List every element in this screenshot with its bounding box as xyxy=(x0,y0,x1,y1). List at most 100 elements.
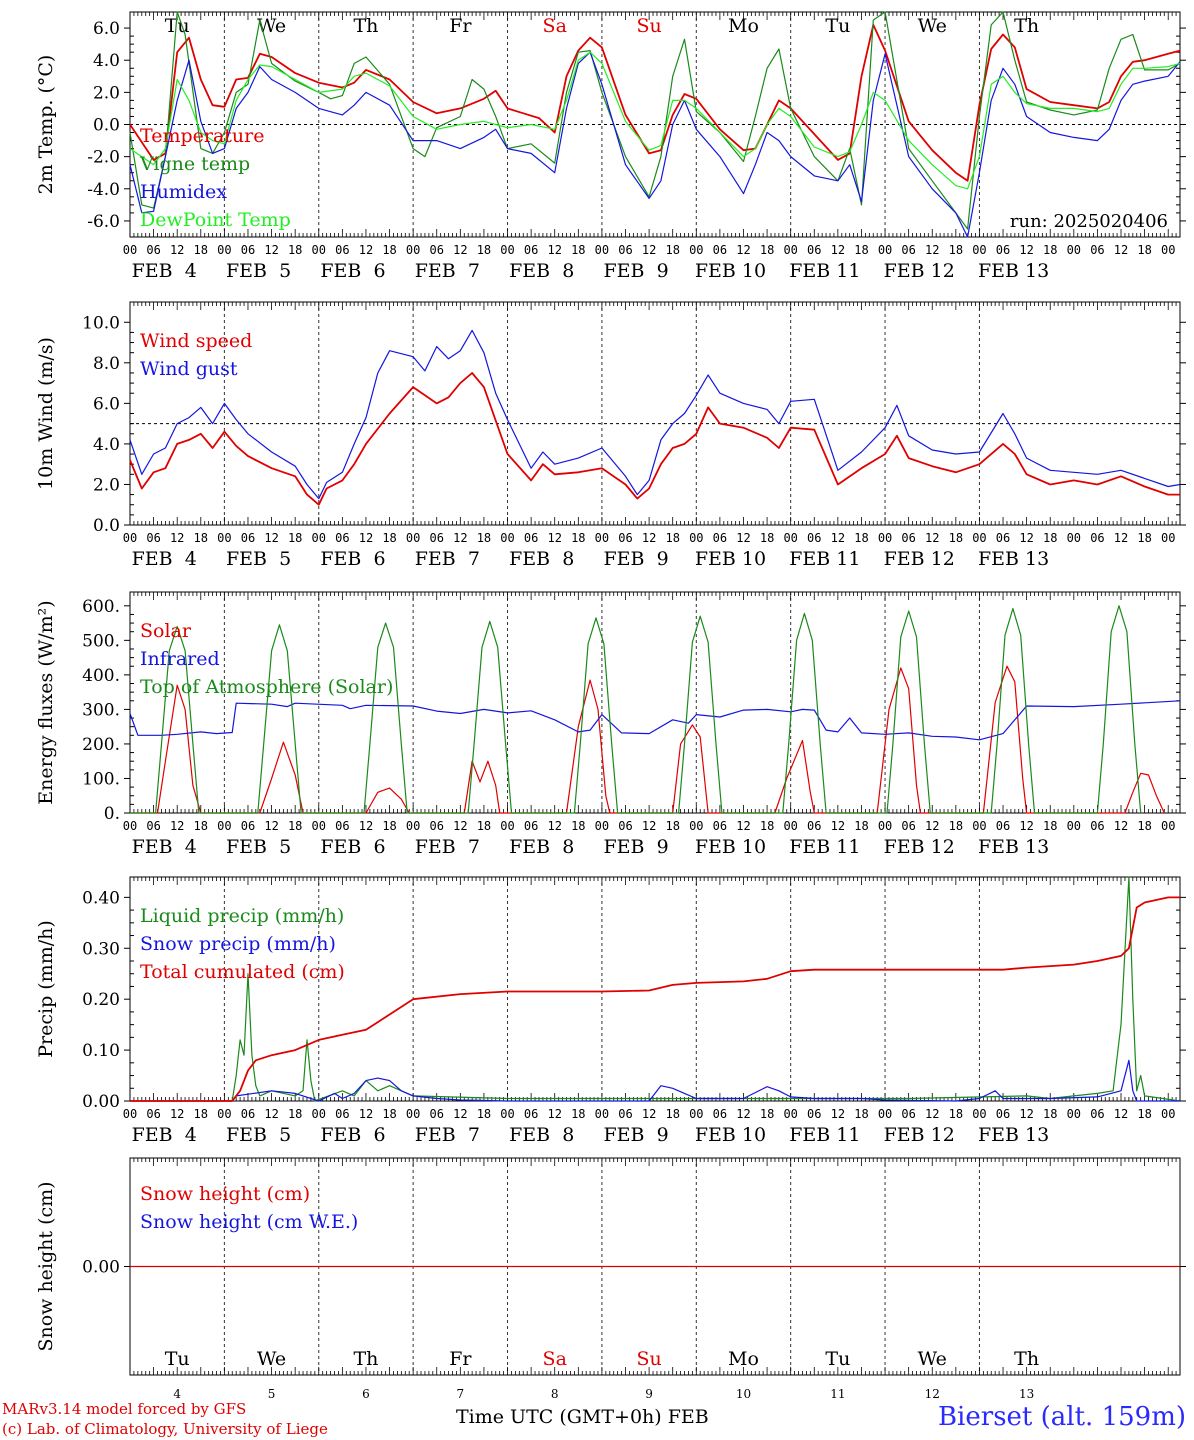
y-tick-label: 8.0 xyxy=(93,354,120,374)
y-tick-label: 6.0 xyxy=(93,394,120,414)
series-line-top-of-atmosphere-solar- xyxy=(130,605,1142,814)
hour-tick-label: 06 xyxy=(901,531,915,545)
date-label: FEB 12 xyxy=(884,260,955,282)
y-axis-label: Snow height (cm) xyxy=(35,1181,57,1351)
y-tick-label: 0.00 xyxy=(82,1092,120,1112)
hour-tick-label: 12 xyxy=(831,243,845,257)
hour-tick-label: 18 xyxy=(854,819,868,833)
hour-tick-label: 00 xyxy=(1067,819,1081,833)
date-label: FEB 8 xyxy=(509,836,574,858)
model-credit: MARv3.14 model forced by GFS xyxy=(2,1400,247,1418)
legend-entry: Solar xyxy=(140,620,192,642)
hour-tick-label: 12 xyxy=(831,531,845,545)
hour-tick-label: 00 xyxy=(783,1107,797,1121)
date-label: FEB 10 xyxy=(695,260,766,282)
series-line-wind-gust xyxy=(129,329,1181,500)
hour-tick-label: 18 xyxy=(854,531,868,545)
hour-tick-label: 18 xyxy=(477,243,491,257)
date-label: FEB 8 xyxy=(509,260,574,282)
date-label: FEB 9 xyxy=(604,836,669,858)
day-of-week-label: Mo xyxy=(728,15,759,37)
y-tick-label: 100. xyxy=(82,769,120,789)
hour-tick-label: 00 xyxy=(972,819,986,833)
hour-tick-label: 00 xyxy=(500,531,514,545)
hour-tick-label: 12 xyxy=(831,1107,845,1121)
hour-tick-label: 12 xyxy=(831,819,845,833)
date-label: FEB 7 xyxy=(415,548,480,570)
hour-tick-label: 18 xyxy=(571,819,585,833)
day-number-label: 11 xyxy=(830,1387,845,1401)
hour-tick-label: 12 xyxy=(1019,1107,1033,1121)
legend-entry: Humidex xyxy=(140,181,227,203)
hour-tick-label: 06 xyxy=(241,531,255,545)
date-label: FEB 9 xyxy=(604,548,669,570)
hour-tick-label: 18 xyxy=(949,243,963,257)
hour-tick-label: 12 xyxy=(359,243,373,257)
hour-tick-label: 00 xyxy=(972,531,986,545)
hour-tick-label: 00 xyxy=(406,243,420,257)
hour-tick-label: 18 xyxy=(194,531,208,545)
date-label: FEB 7 xyxy=(415,260,480,282)
hour-tick-label: 06 xyxy=(1090,1107,1104,1121)
hour-tick-label: 18 xyxy=(949,1107,963,1121)
hour-tick-label: 06 xyxy=(807,243,821,257)
date-label: FEB 5 xyxy=(226,836,291,858)
y-tick-label: 0.10 xyxy=(82,1041,120,1061)
series-line-vigne-temp xyxy=(129,11,1181,230)
hour-tick-label: 12 xyxy=(925,819,939,833)
y-tick-label: 4.0 xyxy=(93,435,120,455)
day-of-week-label: Tu xyxy=(165,1348,190,1370)
hour-tick-label: 00 xyxy=(878,1107,892,1121)
hour-tick-label: 00 xyxy=(406,819,420,833)
hour-tick-label: 00 xyxy=(1161,243,1175,257)
y-axis-label: 10m Wind (m/s) xyxy=(35,337,57,490)
hour-tick-label: 00 xyxy=(123,1107,137,1121)
hour-tick-label: 12 xyxy=(736,243,750,257)
date-label: FEB 8 xyxy=(509,548,574,570)
hour-tick-label: 12 xyxy=(359,531,373,545)
hour-tick-label: 00 xyxy=(500,819,514,833)
day-of-week-label: Th xyxy=(353,15,378,37)
hour-tick-label: 06 xyxy=(430,1107,444,1121)
hour-tick-label: 12 xyxy=(642,243,656,257)
date-label: FEB 12 xyxy=(884,836,955,858)
hour-tick-label: 00 xyxy=(217,243,231,257)
hour-tick-label: 06 xyxy=(524,531,538,545)
hour-tick-label: 12 xyxy=(170,531,184,545)
hour-tick-label: 00 xyxy=(312,819,326,833)
hour-tick-label: 00 xyxy=(783,819,797,833)
y-axis-label: 2m Temp. (°C) xyxy=(35,55,57,195)
hour-tick-label: 00 xyxy=(217,531,231,545)
series-line-total-cumulated-cm- xyxy=(130,896,1180,1102)
hour-tick-label: 06 xyxy=(996,1107,1010,1121)
hour-tick-label: 18 xyxy=(382,531,396,545)
hour-tick-label: 06 xyxy=(241,1107,255,1121)
hour-tick-label: 06 xyxy=(618,243,632,257)
date-label: FEB 9 xyxy=(604,260,669,282)
x-axis-title: Time UTC (GMT+0h) FEB xyxy=(456,1406,709,1428)
hour-tick-label: 00 xyxy=(123,243,137,257)
hour-tick-label: 12 xyxy=(736,531,750,545)
y-tick-label: 0.40 xyxy=(82,888,120,908)
date-label: FEB 8 xyxy=(509,1124,574,1146)
series-line-dewpoint-temp xyxy=(129,51,1181,190)
y-tick-label: -6.0 xyxy=(87,212,120,232)
hour-tick-label: 18 xyxy=(665,819,679,833)
day-of-week-label: Su xyxy=(636,15,661,37)
hour-tick-label: 18 xyxy=(194,819,208,833)
hour-tick-label: 00 xyxy=(500,1107,514,1121)
day-of-week-label: Mo xyxy=(728,1348,759,1370)
hour-tick-label: 00 xyxy=(689,819,703,833)
day-number-label: 12 xyxy=(925,1387,940,1401)
hour-tick-label: 06 xyxy=(241,243,255,257)
hour-tick-label: 00 xyxy=(217,819,231,833)
run-label: run: 2025020406 xyxy=(1010,211,1168,232)
y-axis-label: Energy fluxes (W/m²) xyxy=(35,600,57,804)
day-number-label: 10 xyxy=(736,1387,751,1401)
hour-tick-label: 12 xyxy=(1114,1107,1128,1121)
hour-tick-label: 06 xyxy=(430,819,444,833)
y-tick-label: 0.00 xyxy=(82,1258,120,1278)
hour-tick-label: 12 xyxy=(1019,243,1033,257)
hour-tick-label: 00 xyxy=(406,1107,420,1121)
date-label: FEB 13 xyxy=(978,1124,1049,1146)
